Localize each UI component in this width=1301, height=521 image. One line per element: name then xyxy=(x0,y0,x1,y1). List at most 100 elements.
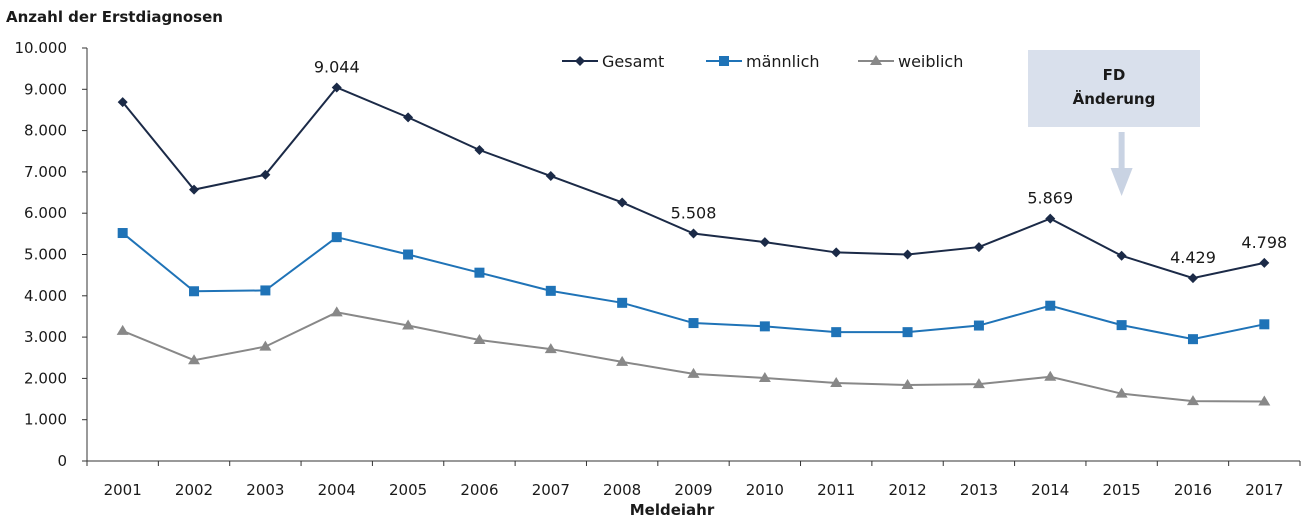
annotation-arrow-head xyxy=(1110,168,1133,196)
data-label: 5.869 xyxy=(1027,189,1073,208)
x-tick-label: 2003 xyxy=(246,481,284,499)
legend-marker xyxy=(719,56,729,66)
x-tick-label: 2009 xyxy=(674,481,712,499)
x-tick-label: 2001 xyxy=(104,481,142,499)
data-labels: 9.044 5.508 5.869 4.429 4.798 xyxy=(314,57,1287,267)
legend-label: weiblich xyxy=(898,52,963,71)
legend-label: männlich xyxy=(746,52,820,71)
x-tick-label: 2014 xyxy=(1031,481,1069,499)
annotation-text: FD xyxy=(1103,66,1126,84)
data-point xyxy=(1116,320,1127,331)
y-tick-label: 8.000 xyxy=(24,122,67,140)
data-point xyxy=(331,232,342,243)
axes: 0 1.000 2.000 3.000 4.000 5.000 6.000 7.000 8.00… xyxy=(15,39,1301,499)
data-point xyxy=(1258,395,1271,406)
data-point xyxy=(831,327,842,338)
data-point xyxy=(545,285,556,296)
data-point xyxy=(117,228,128,239)
data-point xyxy=(473,333,486,344)
data-point xyxy=(259,340,272,351)
data-point xyxy=(758,371,771,382)
y-tick-label: 10.000 xyxy=(15,39,68,57)
x-tick-label: 2013 xyxy=(960,481,998,499)
data-point xyxy=(331,82,342,93)
series-1 xyxy=(117,228,1270,345)
x-tick-label: 2015 xyxy=(1103,481,1141,499)
annotation-text: Änderung xyxy=(1073,89,1156,108)
legend-label: Gesamt xyxy=(602,52,664,71)
data-label: 9.044 xyxy=(314,57,360,76)
data-label: 5.508 xyxy=(671,204,717,223)
x-tick-label: 2011 xyxy=(817,481,855,499)
data-point xyxy=(902,327,913,338)
x-tick-label: 2012 xyxy=(888,481,926,499)
x-tick-label: 2016 xyxy=(1174,481,1212,499)
x-tick-label: 2017 xyxy=(1245,481,1283,499)
data-point xyxy=(759,321,770,332)
data-point xyxy=(117,97,128,108)
x-tick-label: 2006 xyxy=(460,481,498,499)
data-point xyxy=(1116,250,1127,261)
y-axis-title: Anzahl der Erstdiagnosen xyxy=(6,8,223,26)
annotation-box xyxy=(1028,50,1200,127)
data-point xyxy=(973,242,984,253)
x-tick-label: 2008 xyxy=(603,481,641,499)
x-axis-title: Meldeiahr xyxy=(630,501,715,519)
y-tick-label: 5.000 xyxy=(24,246,67,264)
data-point xyxy=(830,376,843,387)
data-point xyxy=(1045,300,1056,311)
data-point xyxy=(688,318,699,329)
data-point xyxy=(901,379,914,390)
data-point xyxy=(1115,387,1128,398)
data-point xyxy=(688,228,699,239)
data-point xyxy=(1186,395,1199,406)
legend: Gesamt männlich weiblich xyxy=(562,52,963,71)
legend-item: Gesamt xyxy=(562,52,664,71)
y-tick-label: 4.000 xyxy=(24,287,67,305)
annotation: FD Änderung xyxy=(1028,50,1200,196)
data-point xyxy=(403,249,414,260)
data-point xyxy=(617,197,628,208)
x-tick-label: 2007 xyxy=(532,481,570,499)
data-point xyxy=(189,184,200,195)
y-tick-label: 2.000 xyxy=(24,369,67,387)
series-layer xyxy=(116,82,1271,406)
data-point xyxy=(544,343,557,354)
y-tick-label: 6.000 xyxy=(24,204,67,222)
data-point xyxy=(1044,370,1057,381)
data-point xyxy=(616,355,629,366)
data-point xyxy=(474,145,485,156)
data-point xyxy=(545,171,556,182)
data-point xyxy=(260,169,271,180)
data-point xyxy=(831,247,842,258)
legend-marker xyxy=(870,55,882,65)
data-point xyxy=(402,319,415,330)
data-label: 4.429 xyxy=(1170,248,1216,267)
data-point xyxy=(617,297,628,308)
data-label: 4.798 xyxy=(1241,233,1287,252)
data-point xyxy=(687,367,700,378)
legend-item: männlich xyxy=(706,52,820,71)
legend-item: weiblich xyxy=(858,52,963,71)
y-tick-label: 9.000 xyxy=(24,80,67,98)
data-point xyxy=(403,112,414,123)
x-tick-label: 2005 xyxy=(389,481,427,499)
data-point xyxy=(330,306,343,317)
data-point xyxy=(1259,257,1270,268)
data-point xyxy=(972,378,985,389)
data-point xyxy=(260,285,271,296)
data-point xyxy=(1045,213,1056,224)
legend-marker xyxy=(575,56,585,66)
data-point xyxy=(474,267,485,278)
x-tick-label: 2010 xyxy=(746,481,784,499)
data-point xyxy=(1187,273,1198,284)
data-point xyxy=(189,286,200,297)
data-point xyxy=(902,249,913,260)
data-point xyxy=(116,324,129,335)
y-tick-label: 1.000 xyxy=(24,411,67,429)
data-point xyxy=(973,320,984,331)
y-tick-label: 0 xyxy=(57,452,67,470)
x-tick-label: 2004 xyxy=(318,481,356,499)
series-2 xyxy=(116,306,1271,406)
